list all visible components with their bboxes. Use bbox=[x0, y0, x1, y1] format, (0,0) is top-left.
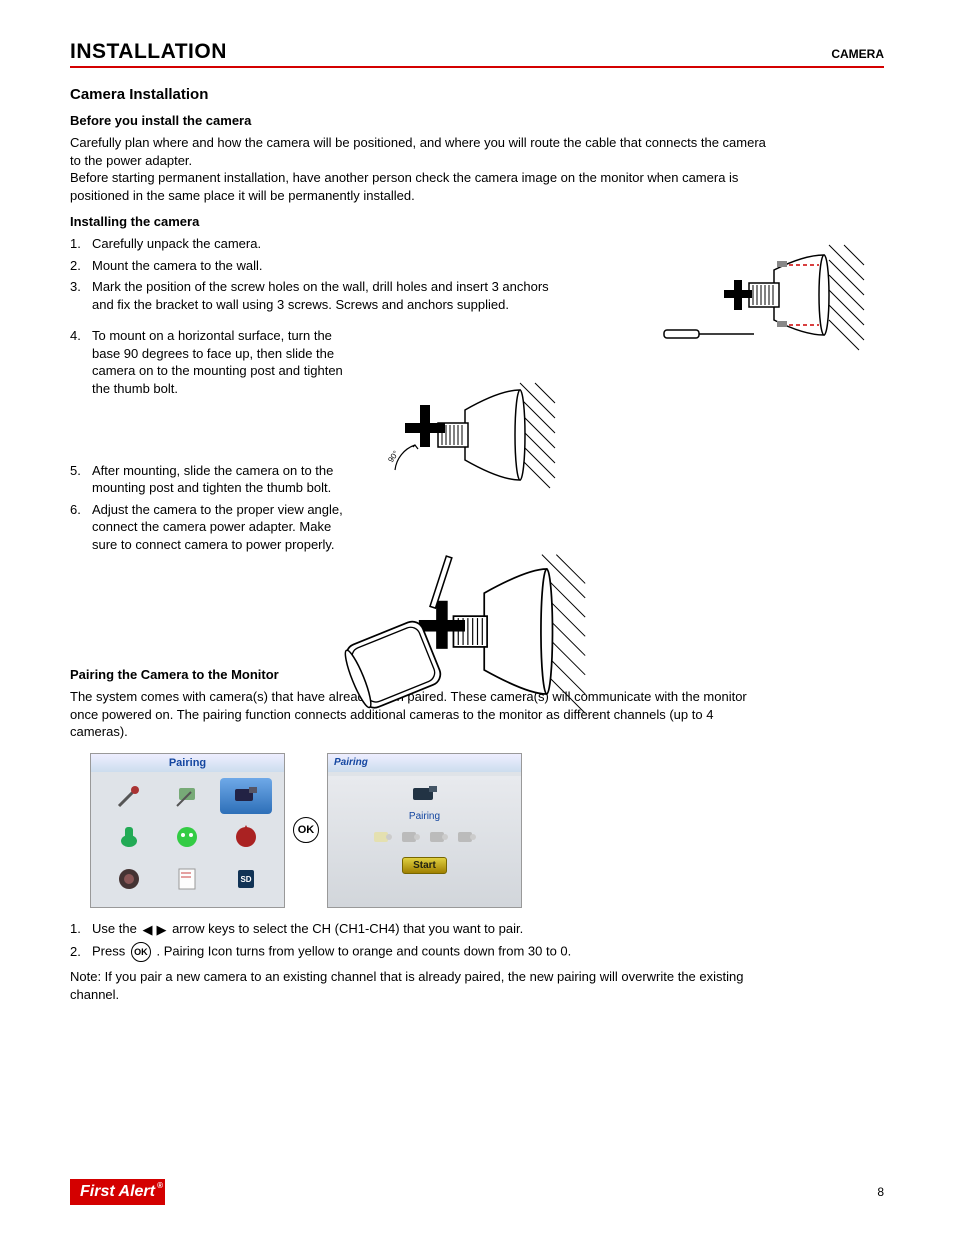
page-footer: First Alert 8 bbox=[70, 1179, 884, 1205]
page-header: INSTALLATION CAMERA bbox=[70, 40, 884, 68]
step-3: 3.Mark the position of the screw holes o… bbox=[70, 278, 550, 313]
menu-icon-camera-setup bbox=[161, 778, 213, 814]
ok-icon: OK bbox=[293, 817, 319, 843]
right-arrow-icon: ▶ bbox=[156, 921, 166, 939]
section-title: Camera Installation bbox=[70, 86, 884, 103]
wall-screw-diagram bbox=[659, 235, 869, 355]
pair-step-1: 1. Use the ◀▶ arrow keys to select the C… bbox=[70, 920, 770, 938]
screenshot-row: Pairing SD OK Pairing Pairing Start bbox=[90, 753, 884, 908]
start-button: Start bbox=[402, 857, 447, 874]
step-6: 6.Adjust the camera to the proper view a… bbox=[70, 501, 350, 554]
menu-icon-tools bbox=[103, 778, 155, 814]
step-2: 2.Mount the camera to the wall. bbox=[70, 257, 630, 275]
pairing-sublabel: Pairing bbox=[409, 811, 440, 822]
left-arrow-icon: ◀ bbox=[142, 921, 152, 939]
submenu-title: Pairing bbox=[328, 754, 521, 772]
header-left: INSTALLATION bbox=[70, 40, 227, 64]
menu-icon-view bbox=[103, 861, 155, 897]
svg-text:SD: SD bbox=[240, 875, 251, 884]
page-number: 8 bbox=[877, 1185, 884, 1199]
install-title: Installing the camera bbox=[70, 214, 884, 229]
menu-icon-sd: SD bbox=[220, 861, 272, 897]
before-text: Carefully plan where and how the camera … bbox=[70, 134, 770, 204]
camera-channel-row bbox=[372, 829, 478, 847]
ok-inline-icon: OK bbox=[131, 942, 151, 962]
mount-rotate-diagram: 90° bbox=[350, 375, 560, 505]
channel-2-icon bbox=[400, 829, 422, 847]
menu-icon-power bbox=[103, 820, 155, 856]
menu-icon-format bbox=[161, 861, 213, 897]
system-menu-screenshot: Pairing SD bbox=[90, 753, 285, 908]
pair-note: Note: If you pair a new camera to an exi… bbox=[70, 968, 770, 1003]
menu-title: Pairing bbox=[91, 754, 284, 772]
step-1: 1.Carefully unpack the camera. bbox=[70, 235, 630, 253]
brand-logo: First Alert bbox=[70, 1179, 165, 1205]
before-title: Before you install the camera bbox=[70, 113, 884, 128]
step-5: 5.After mounting, slide the camera on to… bbox=[70, 462, 350, 497]
menu-icon-pairing bbox=[220, 778, 272, 814]
menu-icon-network bbox=[161, 820, 213, 856]
menu-icon-record bbox=[220, 820, 272, 856]
red-rule bbox=[70, 66, 884, 68]
channel-3-icon bbox=[428, 829, 450, 847]
step-4: 4.To mount on a horizontal surface, turn… bbox=[70, 327, 350, 397]
channel-4-icon bbox=[456, 829, 478, 847]
pairing-camera-icon bbox=[407, 782, 443, 808]
channel-1-icon bbox=[372, 829, 394, 847]
svg-text:90°: 90° bbox=[386, 449, 400, 464]
header-right: CAMERA bbox=[831, 47, 884, 61]
pairing-submenu-screenshot: Pairing Pairing Start bbox=[327, 753, 522, 908]
camera-mounted-diagram bbox=[340, 545, 590, 737]
pair-step-2: 2. Press OK . Pairing Icon turns from ye… bbox=[70, 942, 770, 962]
